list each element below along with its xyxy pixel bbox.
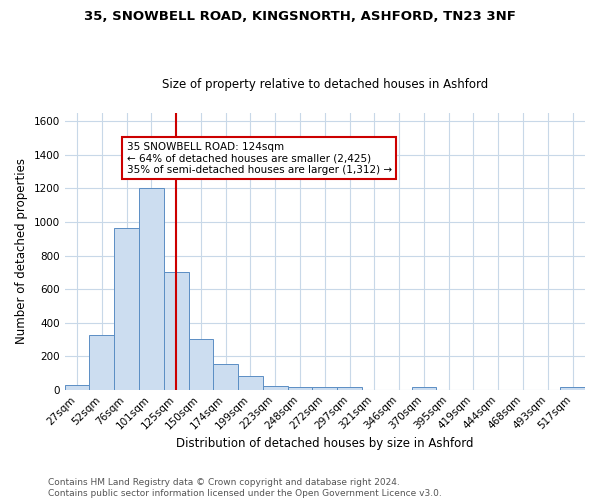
- Bar: [412, 387, 436, 390]
- Bar: [139, 188, 164, 390]
- Bar: [560, 387, 585, 390]
- Bar: [337, 387, 362, 390]
- Text: 35 SNOWBELL ROAD: 124sqm
← 64% of detached houses are smaller (2,425)
35% of sem: 35 SNOWBELL ROAD: 124sqm ← 64% of detach…: [127, 142, 392, 174]
- Title: Size of property relative to detached houses in Ashford: Size of property relative to detached ho…: [162, 78, 488, 91]
- X-axis label: Distribution of detached houses by size in Ashford: Distribution of detached houses by size …: [176, 437, 473, 450]
- Bar: [238, 376, 263, 390]
- Y-axis label: Number of detached properties: Number of detached properties: [15, 158, 28, 344]
- Bar: [313, 387, 337, 390]
- Text: 35, SNOWBELL ROAD, KINGSNORTH, ASHFORD, TN23 3NF: 35, SNOWBELL ROAD, KINGSNORTH, ASHFORD, …: [84, 10, 516, 23]
- Text: Contains HM Land Registry data © Crown copyright and database right 2024.
Contai: Contains HM Land Registry data © Crown c…: [48, 478, 442, 498]
- Bar: [188, 338, 214, 390]
- Bar: [164, 272, 188, 390]
- Bar: [114, 228, 139, 390]
- Bar: [287, 387, 313, 390]
- Bar: [214, 364, 238, 390]
- Bar: [263, 386, 287, 390]
- Bar: [89, 335, 114, 390]
- Bar: [65, 384, 89, 390]
